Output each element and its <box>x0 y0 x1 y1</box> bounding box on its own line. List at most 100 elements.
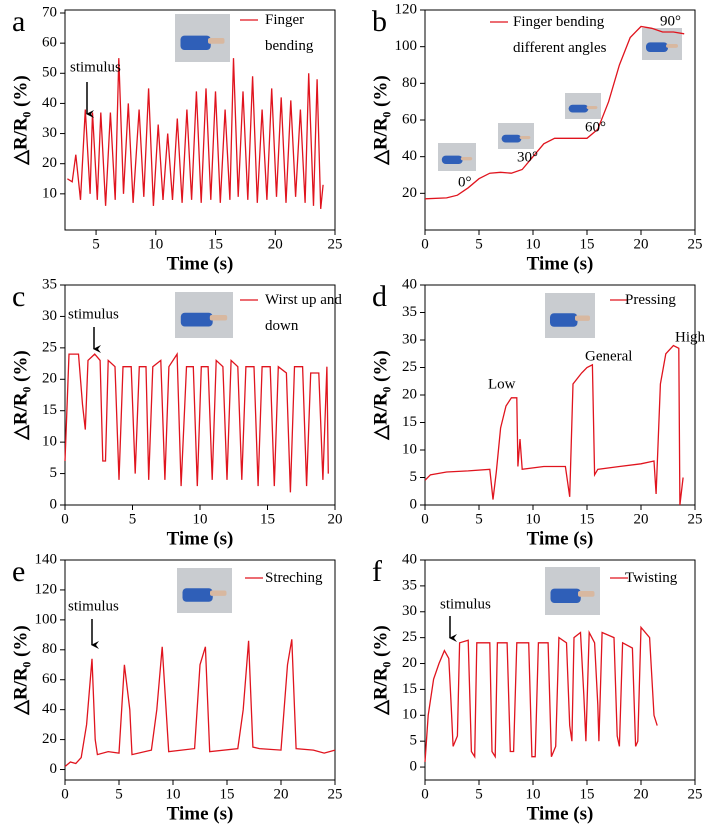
annotation: stimulus <box>70 59 121 75</box>
legend-box: Twisting <box>625 570 677 586</box>
y-axis-label: △R/R₀ (%) <box>10 350 31 440</box>
x-tick-label: 15 <box>580 511 595 527</box>
y-tick-label: 120 <box>35 581 58 597</box>
x-tick-label: 0 <box>61 511 69 527</box>
panel-label: a <box>12 5 25 38</box>
y-tick-label: 15 <box>402 681 417 697</box>
x-tick-label: 25 <box>328 236 343 252</box>
x-tick-label: 15 <box>580 786 595 802</box>
x-tick-label: 15 <box>208 236 223 252</box>
photo-hand <box>180 312 213 327</box>
annotation: Low <box>488 376 516 392</box>
y-tick-label: 20 <box>42 155 57 171</box>
y-tick-label: 0 <box>50 496 58 512</box>
y-tick-label: 15 <box>42 402 57 418</box>
y-tick-label: 20 <box>402 386 417 402</box>
annotation: General <box>585 348 632 364</box>
annotation: 0° <box>458 174 472 190</box>
x-tick-label: 20 <box>634 511 649 527</box>
y-tick-label: 25 <box>42 339 57 355</box>
data-line <box>64 639 336 767</box>
x-tick-label: 20 <box>274 786 289 802</box>
legend-box: Finger bending <box>265 12 314 54</box>
photo-finger <box>210 590 227 596</box>
y-tick-label: 50 <box>42 65 57 81</box>
x-tick-label: 10 <box>526 786 541 802</box>
photo-finger <box>209 315 228 321</box>
x-tick-label: 20 <box>634 786 649 802</box>
y-tick-label: 35 <box>402 577 417 593</box>
x-tick-label: 10 <box>166 786 181 802</box>
x-tick-label: 5 <box>115 786 123 802</box>
y-tick-label: 60 <box>42 35 57 51</box>
x-tick-label: 25 <box>688 511 703 527</box>
y-tick-label: 10 <box>402 441 417 457</box>
data-line <box>67 58 324 209</box>
legend-box: Pressing <box>625 292 676 308</box>
y-tick-label: 30 <box>402 331 417 347</box>
x-tick-label: 10 <box>526 236 541 252</box>
y-tick-label: 5 <box>410 733 418 749</box>
photo-finger <box>575 315 590 321</box>
y-tick-label: 10 <box>42 434 57 450</box>
y-tick-label: 80 <box>402 75 417 91</box>
panel: 0 5 10 15 20 25 0 20 40 60 80 100 120 140 Time (s) △R/R… <box>10 551 342 824</box>
photo-hand <box>180 35 211 50</box>
panel-label: d <box>372 280 387 313</box>
photo-finger <box>578 591 595 597</box>
annotation: 30° <box>517 149 538 165</box>
photo-finger <box>586 106 598 110</box>
y-tick-label: 5 <box>410 469 418 485</box>
x-tick-label: 20 <box>268 236 283 252</box>
photo-finger <box>666 44 678 48</box>
x-axis-label: Time (s) <box>527 803 594 824</box>
data-line <box>424 625 658 762</box>
y-tick-label: 0 <box>410 496 418 512</box>
photo-hand <box>646 42 668 52</box>
y-tick-label: 80 <box>42 641 57 657</box>
x-tick-label: 10 <box>526 511 541 527</box>
photo-finger <box>519 136 531 140</box>
plot-frame <box>424 559 696 781</box>
y-tick-label: 25 <box>402 359 417 375</box>
legend-label: Pressing <box>625 292 676 308</box>
legend-box: Finger bending different angles <box>513 14 606 56</box>
y-tick-label: 40 <box>42 95 57 111</box>
panel: 0 5 10 15 20 25 20 40 60 80 100 120 Time (s) △R/R₀ (%… <box>370 1 702 274</box>
y-tick-label: 10 <box>402 707 417 723</box>
annotation: 60° <box>585 119 606 135</box>
legend-box: Wirst up and down <box>265 292 342 334</box>
legend-box: Streching <box>265 570 323 586</box>
photo-hand <box>441 155 463 164</box>
x-tick-label: 5 <box>92 236 100 252</box>
x-tick-label: 0 <box>61 786 69 802</box>
data-line <box>64 352 329 493</box>
x-tick-label: 10 <box>148 236 163 252</box>
photo-hand <box>550 313 578 327</box>
y-tick-label: 15 <box>402 414 417 430</box>
annotation: High <box>675 329 706 345</box>
y-tick-label: 40 <box>402 551 417 567</box>
x-axis-label: Time (s) <box>527 253 594 274</box>
y-tick-label: 35 <box>402 304 417 320</box>
panel: 5 10 15 20 25 10 20 30 40 50 60 70 Time (s) △R/R₀ (%)… <box>10 4 343 274</box>
photo-hand <box>550 588 581 603</box>
y-tick-label: 0 <box>50 761 58 777</box>
legend-label: Wirst up and down <box>265 292 342 334</box>
y-tick-label: 40 <box>42 701 57 717</box>
plot-frame <box>64 559 336 781</box>
legend-label: Finger bending <box>265 12 314 54</box>
panel-label: b <box>372 5 387 38</box>
x-tick-label: 15 <box>260 511 275 527</box>
x-tick-label: 5 <box>129 511 137 527</box>
x-axis-label: Time (s) <box>167 253 234 274</box>
panel-label: f <box>372 555 382 588</box>
plot-frame <box>64 9 336 231</box>
x-tick-label: 25 <box>688 786 703 802</box>
y-tick-label: 0 <box>410 758 418 774</box>
photo-finger <box>208 38 225 44</box>
panel: 0 5 10 15 20 25 0 5 10 15 20 25 30 35 40 Time (s) △R/R₀ … <box>370 551 703 824</box>
x-tick-label: 25 <box>688 236 703 252</box>
y-tick-label: 100 <box>35 611 58 627</box>
